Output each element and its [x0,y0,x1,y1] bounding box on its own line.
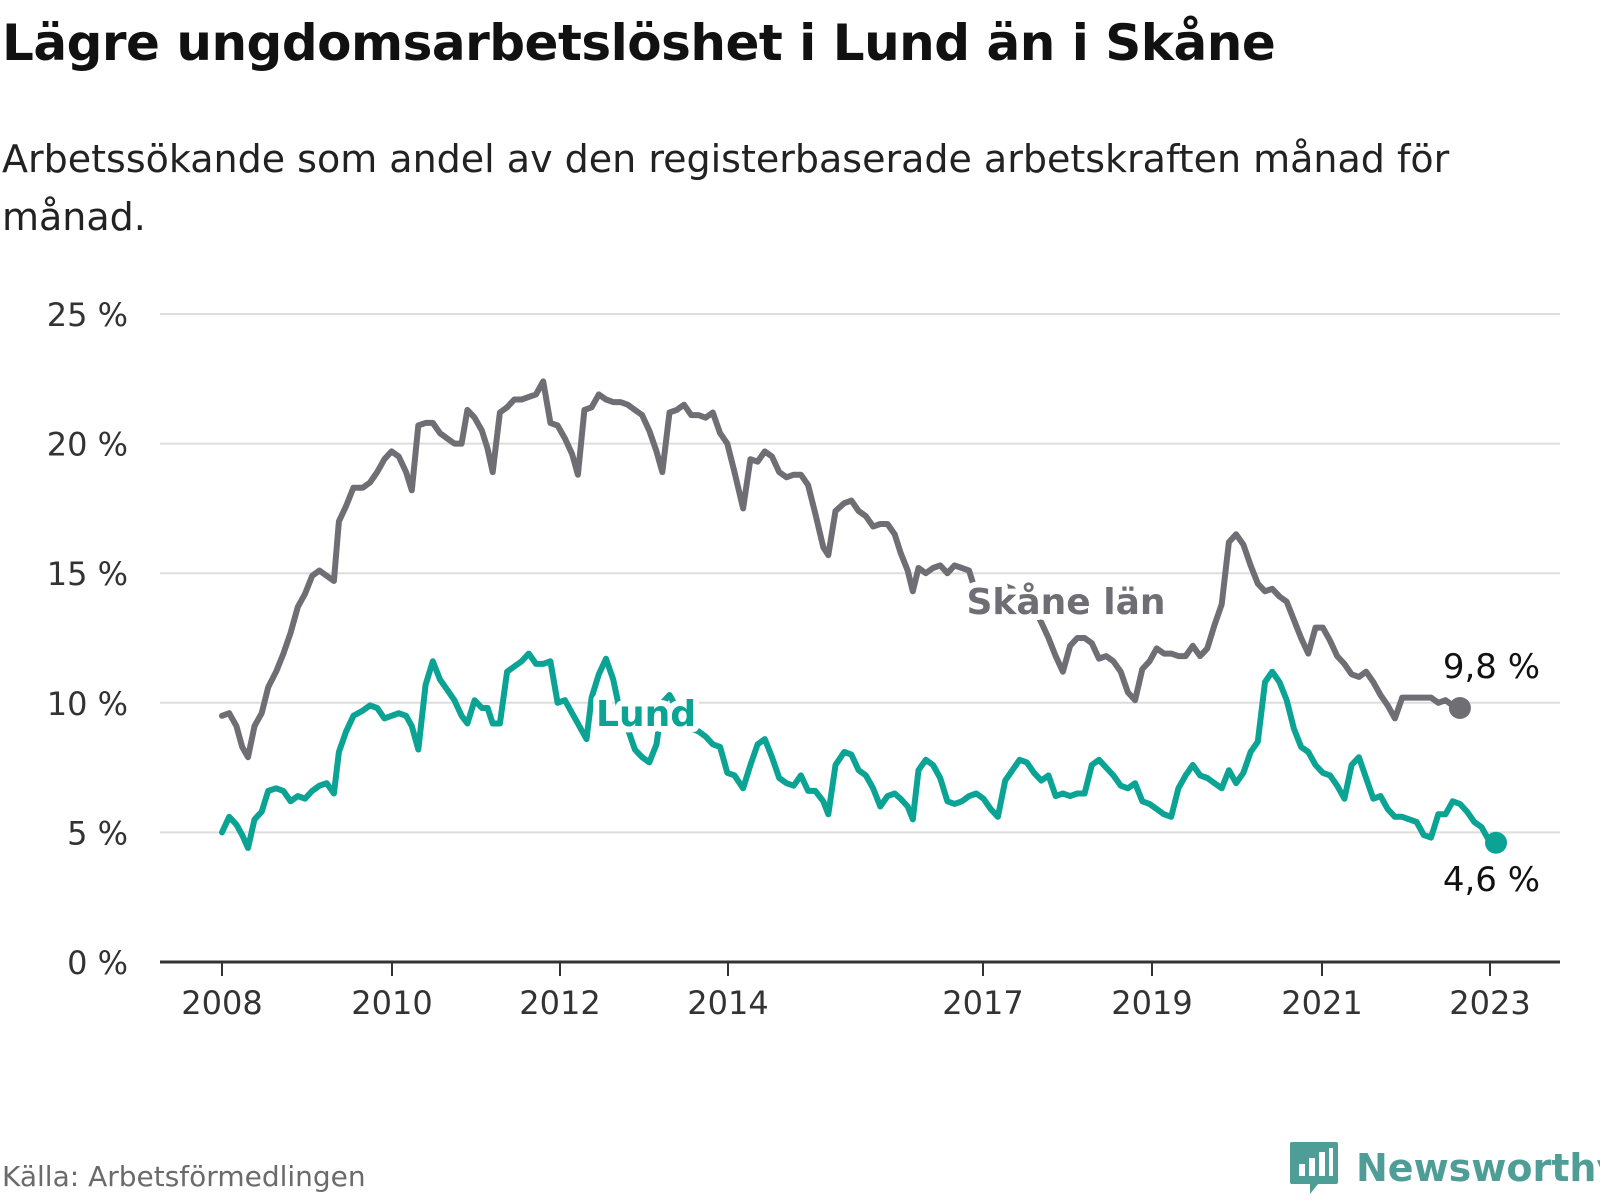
x-tick-label: 2010 [351,984,432,1022]
end-point-lund [1485,831,1507,854]
x-tick-label: 2023 [1449,984,1530,1022]
series-label-halo: Lund [596,694,696,735]
end-value-label-skane: 9,8 % [1443,647,1540,687]
brand-logo: Newsworthy [1288,1140,1600,1196]
series-line-lund [219,650,1499,851]
x-axis: 2008 2010 2012 2014 2017 2019 2021 2023 [160,960,1560,1022]
x-tick-label: 2014 [687,984,768,1022]
newsworthy-logo-icon [1290,1142,1338,1194]
x-tick-label: 2017 [942,984,1023,1022]
series-lines [219,378,1499,851]
end-point-skane [1448,696,1471,719]
x-tick-label: 2008 [181,984,262,1022]
chart-title: Lägre ungdomsarbetslöshet i Lund än i Sk… [2,14,1276,72]
y-tick-label: 0 % [67,944,128,982]
series-label-lund: Lund [596,694,696,735]
y-tick-label: 25 % [47,296,128,334]
x-tick-label: 2012 [519,984,600,1022]
x-tick-label: 2019 [1111,984,1192,1022]
y-axis-labels: 0 % 5 % 10 % 15 % 20 % 25 % [47,296,128,982]
x-tick-label: 2021 [1281,984,1362,1022]
y-tick-label: 10 % [47,685,128,723]
y-tick-label: 5 % [67,814,128,852]
y-tick-label: 20 % [47,426,128,464]
series-label-halo: Skåne län [966,582,1165,623]
end-value-label-lund: 4,6 % [1443,860,1540,900]
brand-name: Newsworthy [1356,1146,1600,1190]
series-label-skane: Skåne län [966,582,1165,623]
series-line-sk-ne-l-n [219,378,1463,761]
y-tick-label: 15 % [47,555,128,593]
grid-lines [160,313,1560,834]
source-note: Källa: Arbetsförmedlingen [2,1160,366,1193]
chart-subtitle: Arbetssökande som andel av den registerb… [2,137,1450,239]
